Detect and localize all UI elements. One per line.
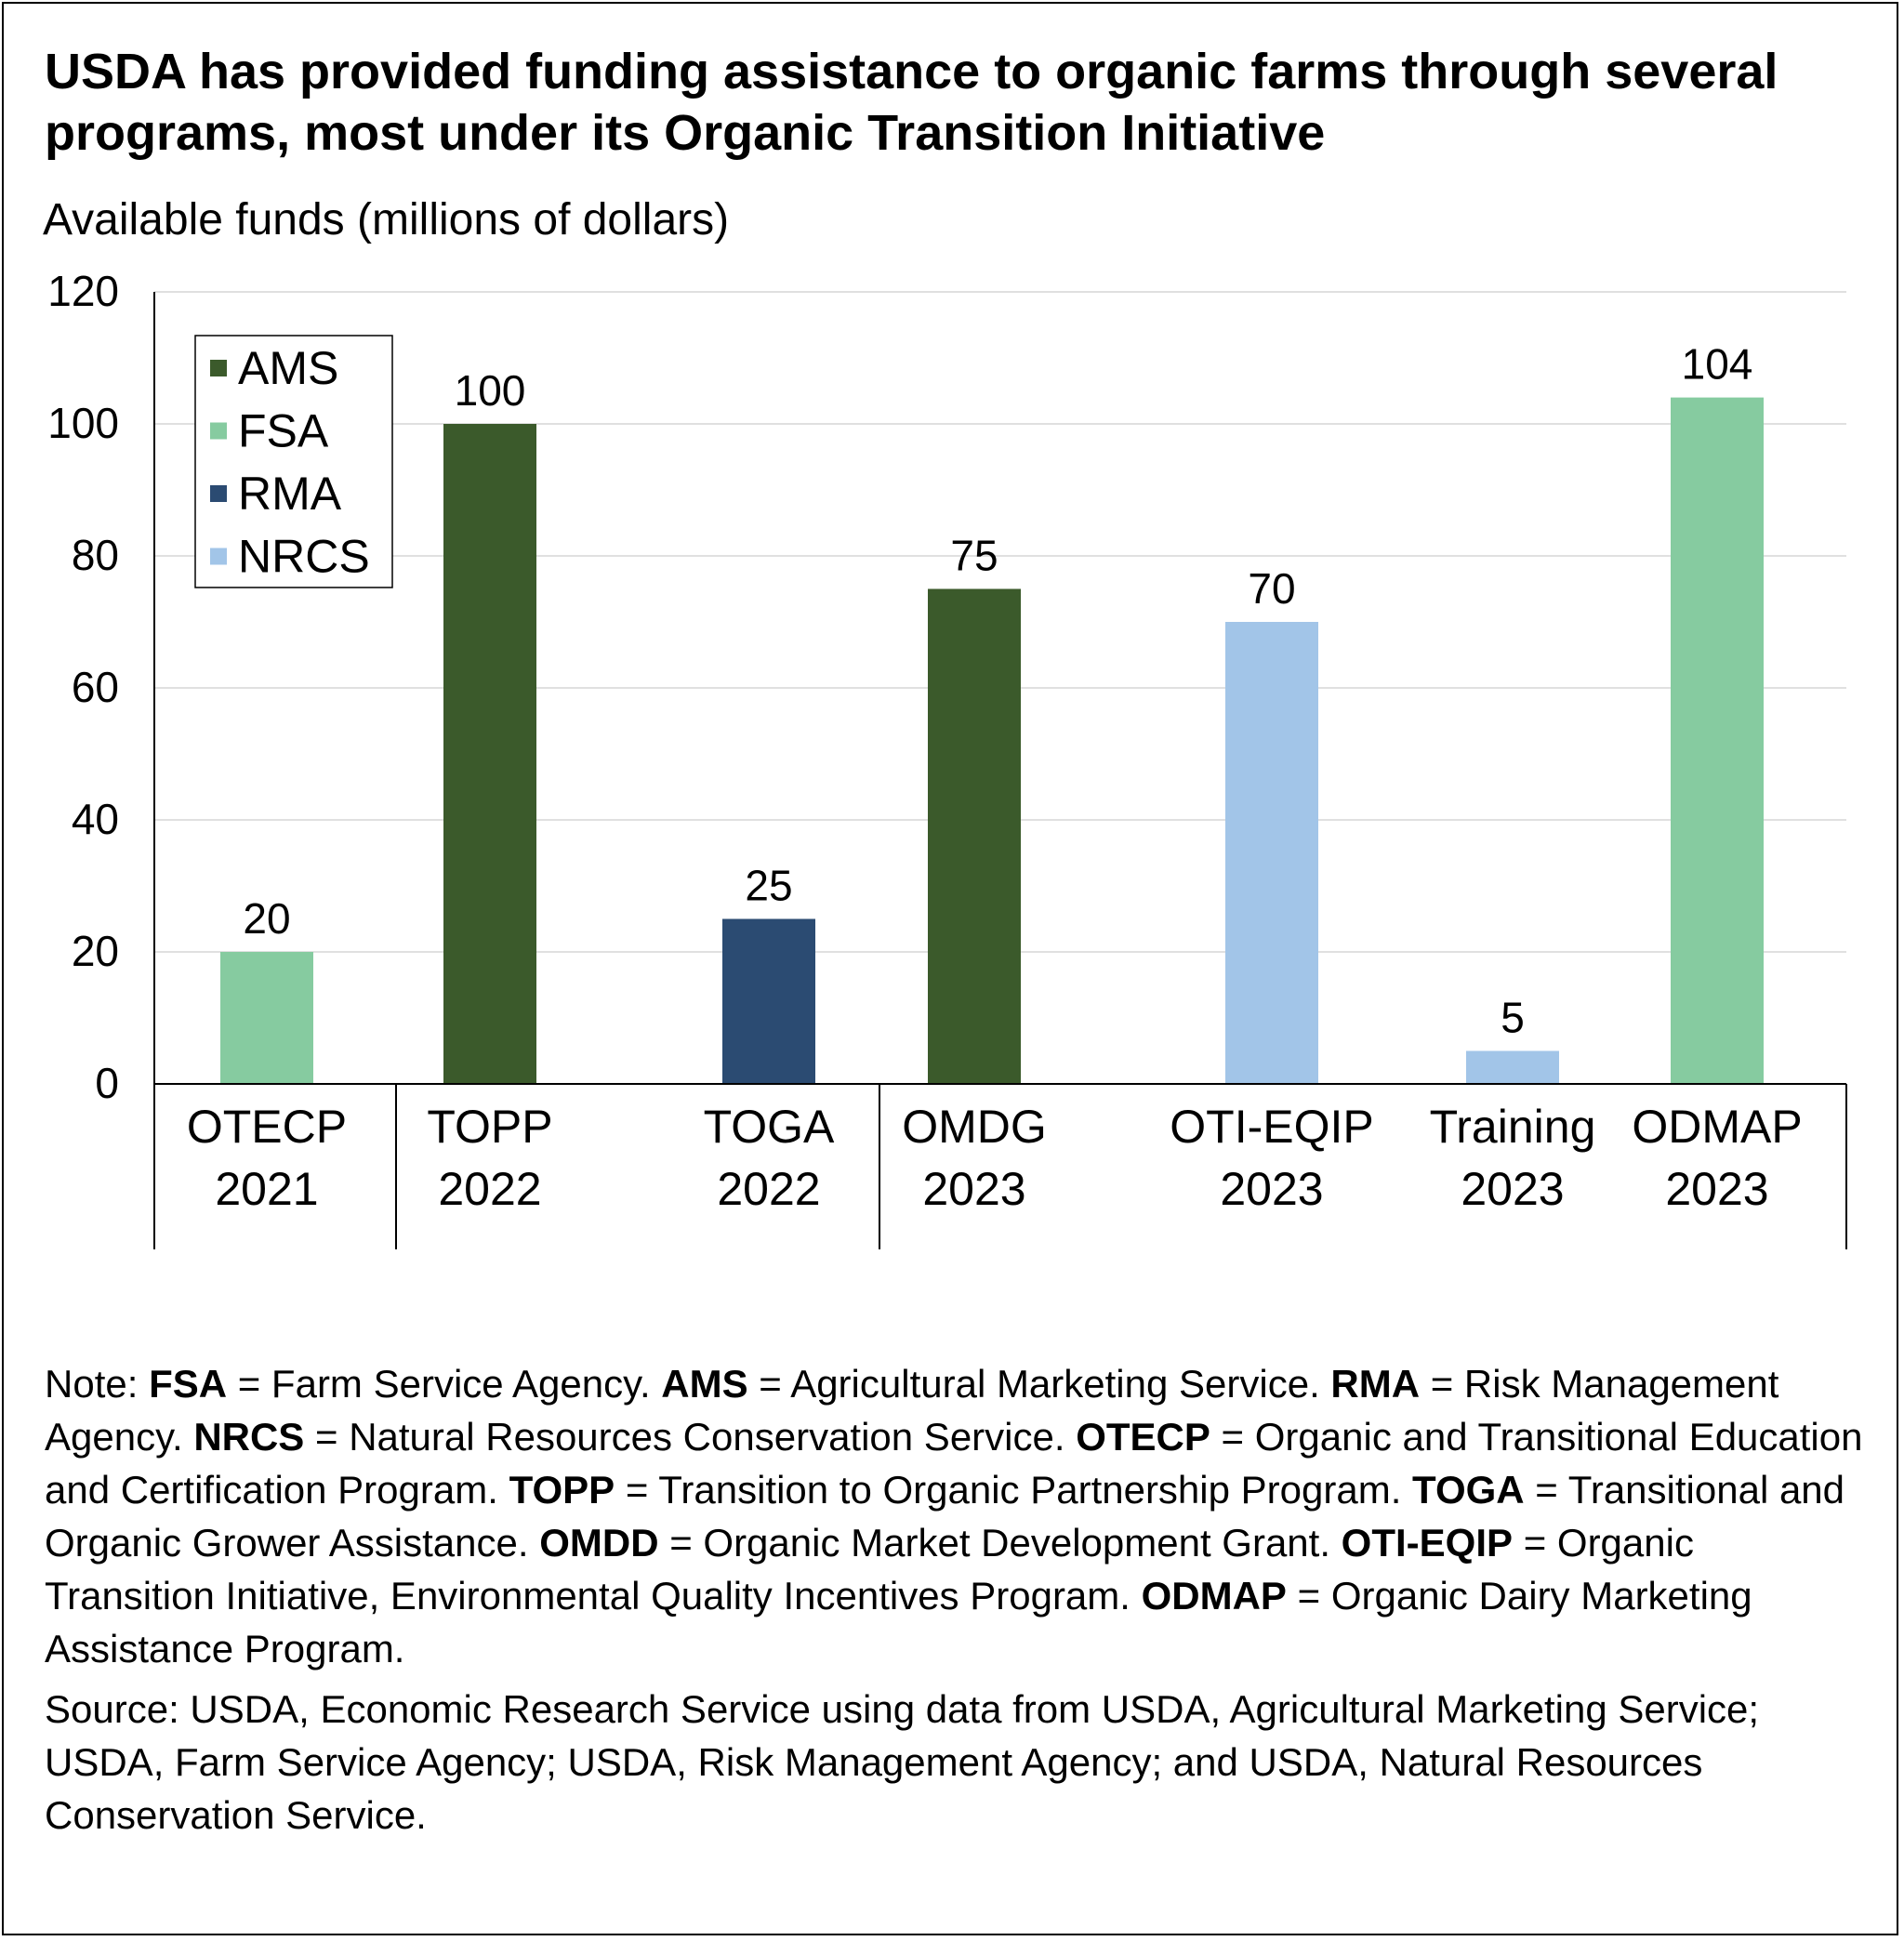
y-axis-label: Available funds (millions of dollars) — [43, 195, 729, 244]
note-abbreviation: OMDD — [539, 1521, 659, 1565]
note-abbreviation: TOGA — [1412, 1468, 1525, 1512]
chart-title: USDA has provided funding assistance to … — [45, 44, 1778, 161]
legend: AMS FSA RMA NRCS — [194, 335, 393, 588]
data-label: 104 — [1682, 340, 1753, 389]
source-text: Source: USDA, Economic Research Service … — [45, 1687, 1760, 1837]
footnotes: Note: FSA = Farm Service Agency. AMS = A… — [45, 1357, 1867, 1849]
note-prefix: Note: — [45, 1362, 150, 1406]
y-tick-label: 80 — [72, 531, 119, 579]
bar-odmap — [1671, 397, 1764, 1085]
x-tick-label: OMDG — [902, 1101, 1047, 1153]
bar-otecp — [220, 952, 313, 1084]
legend-swatch — [210, 485, 227, 502]
note-abbreviation: FSA — [149, 1362, 228, 1406]
bars: 20 100 25 75 70 5 104 — [220, 340, 1764, 1085]
note-abbreviation: TOPP — [509, 1468, 615, 1512]
x-tick-label: ODMAP — [1632, 1101, 1802, 1153]
bar-oti-eqip — [1225, 622, 1318, 1084]
legend-swatch — [210, 422, 227, 440]
y-tick-label: 120 — [47, 267, 119, 315]
note-abbreviation: ODMAP — [1141, 1574, 1287, 1618]
axes: 0 20 40 60 80 100 120 OTECP 2021 TOPP 2022 TOGA 2022… — [47, 267, 1847, 1249]
x-tick-label: Training — [1430, 1101, 1596, 1153]
x-tick-year: 2023 — [1461, 1163, 1564, 1215]
x-tick-label: OTECP — [187, 1101, 347, 1153]
legend-box — [194, 335, 393, 588]
data-label: 5 — [1501, 994, 1525, 1042]
note-definition: = Natural Resources Conservation Service… — [304, 1415, 1077, 1459]
note-abbreviation: OTECP — [1076, 1415, 1210, 1459]
x-tick-label: TOPP — [427, 1101, 552, 1153]
x-tick-year: 2023 — [1665, 1163, 1768, 1215]
note-definition: = Farm Service Agency. — [227, 1362, 662, 1406]
legend-label: RMA — [238, 468, 342, 520]
y-tick-label: 20 — [72, 927, 119, 975]
y-tick-label: 40 — [72, 795, 119, 843]
bar-toga — [722, 918, 815, 1084]
note-definition: = Organic and Transitional Education and… — [45, 1415, 1863, 1512]
note-definition: = Organic Transition Initiative, Environ… — [45, 1521, 1694, 1618]
y-tick-label: 0 — [95, 1059, 119, 1107]
bar-chart: Available funds (millions of dollars) 20… — [43, 195, 1847, 1249]
x-tick-year: 2023 — [1220, 1163, 1323, 1215]
note-definition: = Organic Market Development Grant. — [658, 1521, 1342, 1565]
x-tick-year: 2023 — [922, 1163, 1025, 1215]
data-label: 20 — [243, 894, 290, 943]
note-abbreviation: AMS — [661, 1362, 748, 1406]
data-label: 100 — [455, 366, 526, 415]
note-definition: = Transitional and Organic Grower Assist… — [45, 1468, 1845, 1565]
x-tick-label: TOGA — [704, 1101, 835, 1153]
data-label: 25 — [745, 862, 792, 910]
y-tick-label: 60 — [72, 663, 119, 711]
x-tick-year: 2021 — [215, 1163, 318, 1215]
x-tick-label: OTI-EQIP — [1170, 1101, 1373, 1153]
legend-label: AMS — [238, 342, 338, 394]
y-tick-label: 100 — [47, 399, 119, 447]
note-definition: = Agricultural Marketing Service. — [747, 1362, 1331, 1406]
data-label: 75 — [950, 532, 998, 580]
bar-omdg — [928, 588, 1021, 1084]
note-definition: = Organic Dairy Marketing Assistance Pro… — [45, 1574, 1752, 1670]
legend-swatch — [210, 360, 227, 376]
data-label: 70 — [1248, 564, 1295, 613]
x-tick-year: 2022 — [717, 1163, 820, 1215]
note-definition: = Risk Management Agency. — [45, 1362, 1779, 1459]
legend-label: FSA — [238, 405, 329, 457]
note-definition: = Transition to Organic Partnership Prog… — [615, 1468, 1413, 1512]
note-abbreviation: NRCS — [193, 1415, 305, 1459]
bar-topp — [443, 424, 536, 1084]
legend-swatch — [210, 548, 227, 565]
bar-training — [1466, 1050, 1559, 1084]
note-text: Note: FSA = Farm Service Agency. AMS = A… — [45, 1357, 1867, 1675]
x-tick-year: 2022 — [438, 1163, 541, 1215]
note-abbreviation: OTI-EQIP — [1341, 1521, 1514, 1565]
legend-label: NRCS — [238, 531, 370, 583]
note-abbreviation: RMA — [1330, 1362, 1421, 1406]
